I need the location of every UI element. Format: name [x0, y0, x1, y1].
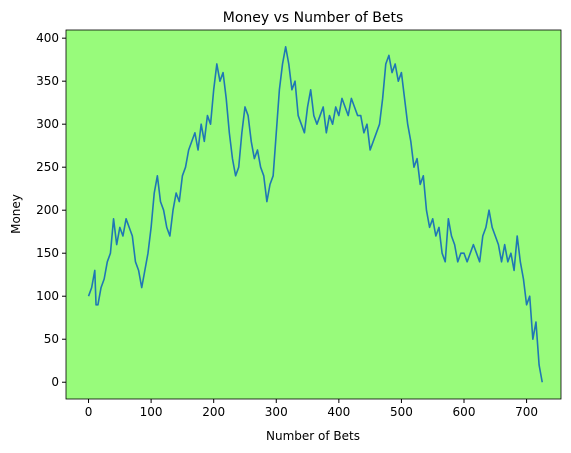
x-tick-label: 700	[515, 405, 538, 419]
x-tick-label: 500	[390, 405, 413, 419]
x-tick-label: 100	[140, 405, 163, 419]
y-axis-label: Money	[9, 194, 23, 234]
y-tick-label: 250	[36, 160, 59, 174]
y-tick-label: 200	[36, 203, 59, 217]
x-tick-label: 600	[453, 405, 476, 419]
x-tick-label: 0	[85, 405, 93, 419]
y-tick-label: 100	[36, 289, 59, 303]
x-tick-label: 400	[327, 405, 350, 419]
chart-title: Money vs Number of Bets	[223, 10, 404, 26]
plot-area	[66, 30, 561, 399]
x-tick-label: 300	[265, 405, 288, 419]
y-tick-label: 50	[44, 332, 59, 346]
y-tick-label: 400	[36, 31, 59, 45]
y-tick-label: 150	[36, 246, 59, 260]
plot-frame	[65, 29, 562, 400]
x-tick-label: 200	[202, 405, 225, 419]
y-tick-label: 300	[36, 117, 59, 131]
y-tick-label: 0	[51, 375, 59, 389]
x-axis-label: Number of Bets	[266, 429, 360, 443]
data-line	[87, 45, 544, 383]
y-tick-label: 350	[36, 74, 59, 88]
